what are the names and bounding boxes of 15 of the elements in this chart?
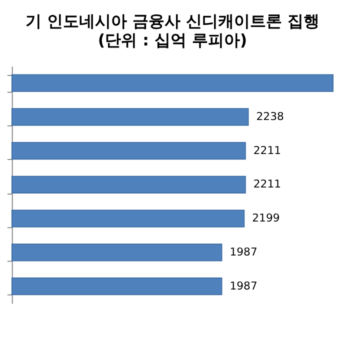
bar: [11, 74, 334, 92]
data-label: 2211: [253, 178, 282, 191]
chart-title: 기 인도네시아 금융사 신디캐이트론 집행: [25, 12, 320, 31]
bar: [11, 108, 249, 126]
data-label: 2199: [252, 212, 280, 225]
bar: [11, 176, 246, 194]
bar: [11, 210, 245, 228]
bar: [11, 142, 246, 160]
bar: [11, 244, 222, 262]
bar: [11, 278, 222, 296]
data-label: 1987: [230, 279, 258, 292]
data-label: 2211: [253, 144, 282, 157]
data-label: 2238: [256, 110, 284, 123]
chart-subtitle: (단위 : 십억 루피아): [98, 30, 248, 50]
data-label: 1987: [230, 245, 258, 258]
